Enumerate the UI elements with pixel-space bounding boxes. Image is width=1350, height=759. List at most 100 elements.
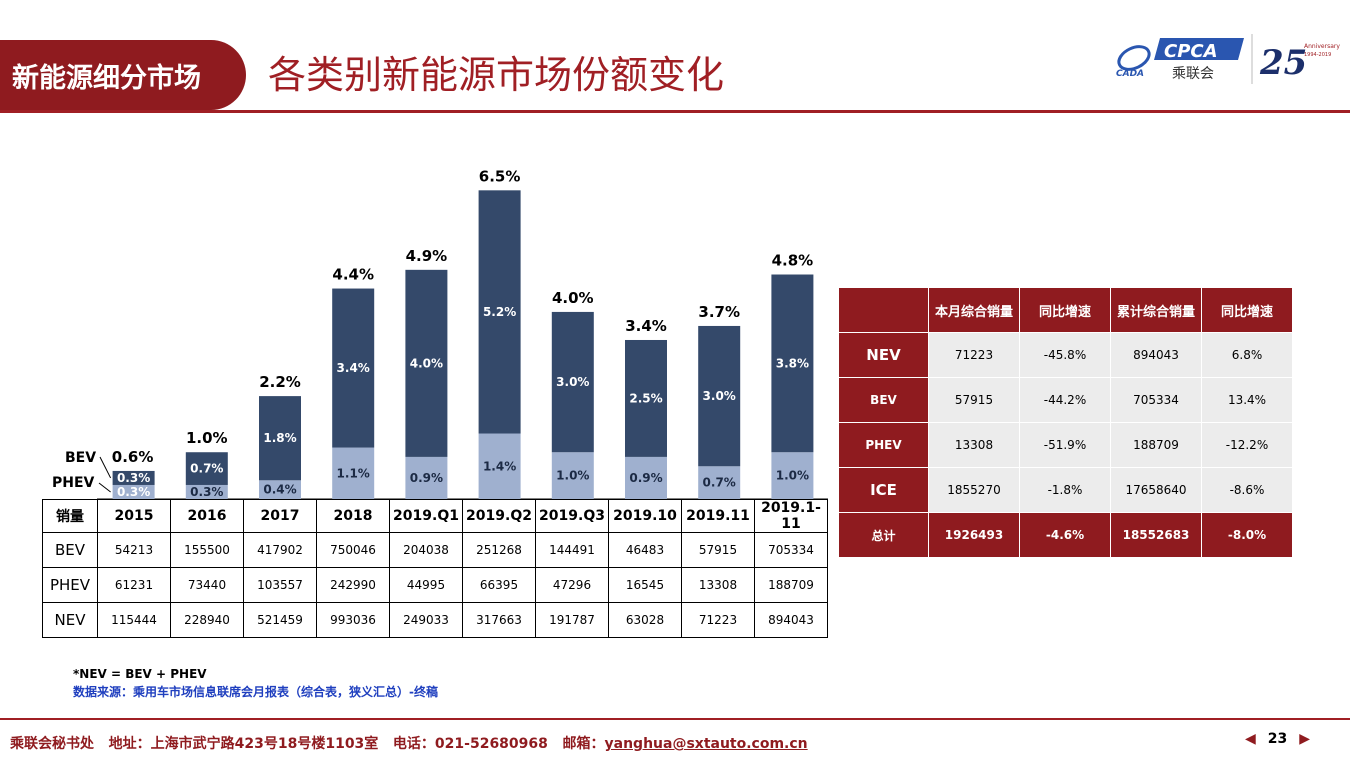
volume-table-column-header: 2019.10 [608,499,682,533]
volume-table-cell: 144491 [535,532,609,568]
page-title: 各类别新能源市场份额变化 [268,53,725,97]
summary-table-row: 总计 1926493 -4.6% 18552683 -8.0% [838,512,1293,558]
bar-label-bev: 0.7% [190,462,223,476]
volume-table-cell: 46483 [608,532,682,568]
bar-total-label: 4.4% [332,266,374,284]
bar-bev [698,325,741,467]
volume-table-cell: 115444 [97,602,171,638]
legend-bev-pointer [99,456,112,479]
bar-bev [625,339,667,457]
summary-table-cell: 705334 [1110,377,1202,423]
bar-label-phev: 1.4% [483,459,516,473]
bar-bev [478,190,521,434]
summary-table: 本月综合销量 同比增速 累计综合销量 同比增速 NEV 71223 -45.8% 894043… [838,287,1293,558]
summary-table-cell: 13308 [928,422,1020,468]
bar-phev [478,433,521,499]
volume-table-row: BEV 54213 155500 417902 750046 204038 251268 14… [42,532,828,568]
bar-label-bev: 4.0% [410,356,443,370]
summary-table-cell: 13.4% [1201,377,1293,423]
volume-table-cell: 61231 [97,567,171,603]
anniversary-text: Anniversary [1304,43,1340,50]
volume-table-column-header: 2019.Q1 [389,499,463,533]
volume-table-row: PHEV 61231 73440 103557 242990 44995 66395 4729… [42,567,828,603]
bar-phev [112,484,155,499]
bar-phev [625,456,667,499]
footer-org: 乘联会秘书处 [10,736,94,752]
bar-bev [405,269,448,457]
bar-label-phev: 1.0% [556,469,589,483]
legend-bev: BEV [65,450,96,466]
bar-bev [259,396,301,481]
summary-table-cell: 6.8% [1201,332,1293,378]
volume-table-cell: 317663 [462,602,536,638]
bar-phev [332,447,375,499]
summary-table-row: NEV 71223 -45.8% 894043 6.8% [838,332,1293,378]
volume-table-column-header: 2019.Q2 [462,499,536,533]
bar-label-bev: 0.3% [117,471,150,485]
summary-table-header: 本月综合销量 同比增速 累计综合销量 同比增速 [838,287,1293,333]
formula-note: *NEV = BEV + PHEV [73,667,207,681]
source-note: 数据来源：乘用车市场信息联席会月报表（综合表，狭义汇总）-终稿 [73,685,438,699]
bar-label-phev: 0.7% [703,476,736,490]
volume-table-column-header: 2019.11 [681,499,755,533]
bar-label-bev: 1.8% [263,431,296,445]
bar-label-bev: 5.2% [483,305,516,319]
legend-phev-pointer [98,482,111,493]
footer-divider [0,718,1350,720]
volume-table-corner: 销量 [42,499,98,533]
volume-table-cell: 188709 [754,567,828,603]
bar-total-label: 1.0% [186,429,228,447]
summary-table-cell: -51.9% [1019,422,1111,468]
footer-contact: 乘联会秘书处 地址：上海市武宁路423号18号楼1103室 电话：021-526… [10,733,808,753]
volume-table-cell: 66395 [462,567,536,603]
volume-table-cell: 191787 [535,602,609,638]
bar-label-phev: 0.4% [263,483,296,497]
bar-label-bev: 3.0% [556,375,589,389]
summary-table-cell: 894043 [1110,332,1202,378]
summary-table-cell: 1926493 [928,512,1020,558]
bar-label-phev: 0.9% [410,471,443,485]
anniversary-logo: 25 Anniversary 1994-2019 [1259,43,1340,83]
volume-table-cell: 894043 [754,602,828,638]
volume-table-row-label: BEV [42,532,98,568]
volume-table-cell: 417902 [243,532,317,568]
volume-table-column-header: 2019.Q3 [535,499,609,533]
bar-label-bev: 3.8% [776,356,809,370]
summary-table-cell: -8.0% [1201,512,1293,558]
legend-phev: PHEV [52,475,95,491]
volume-table-cell: 705334 [754,532,828,568]
bar-phev [259,480,301,499]
volume-table-column-header: 2015 [97,499,171,533]
volume-table-cell: 63028 [608,602,682,638]
prev-page-icon[interactable]: ◀ [1245,731,1256,747]
volume-table-column-header: 2018 [316,499,390,533]
bar-label-bev: 3.0% [703,389,736,403]
volume-table-cell: 242990 [316,567,390,603]
volume-table-cell: 44995 [389,567,463,603]
volume-table-cell: 750046 [316,532,390,568]
volume-table-column-header: 2017 [243,499,317,533]
summary-table-column-header [838,287,929,333]
volume-table-cell: 73440 [170,567,244,603]
summary-table-row-label: BEV [838,377,929,423]
bar-total-label: 6.5% [479,167,521,185]
summary-table-cell: 18552683 [1110,512,1202,558]
bar-total-label: 2.2% [259,373,301,391]
volume-table-cell: 47296 [535,567,609,603]
summary-table-cell: 57915 [928,377,1020,423]
bar-label-bev: 3.4% [337,361,370,375]
volume-table-cell: 249033 [389,602,463,638]
volume-table-cell: 54213 [97,532,171,568]
bar-phev [405,456,448,499]
volume-table-cell: 993036 [316,602,390,638]
bar-bev [112,470,155,485]
summary-table-row: PHEV 13308 -51.9% 188709 -12.2% [838,422,1293,468]
summary-table-cell: -12.2% [1201,422,1293,468]
footer-email-link[interactable]: yanghua@sxtauto.com.cn [604,736,808,752]
bar-phev [551,452,594,499]
next-page-icon[interactable]: ▶ [1299,731,1311,747]
summary-table-cell: 1855270 [928,467,1020,513]
footer-email-label: 邮箱： [562,736,605,752]
volume-table-header: 销量 2015 2016 2017 2018 2019.Q1 2019.Q2 2019.Q3 2… [42,499,828,533]
